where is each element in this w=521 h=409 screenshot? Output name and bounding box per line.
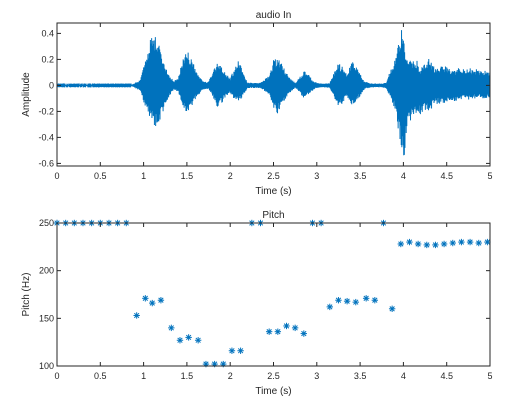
pitch-point	[157, 297, 165, 304]
x-tick-label: 3.5	[354, 371, 367, 381]
pitch-point	[352, 298, 359, 306]
x-tick-label: 3	[314, 371, 319, 381]
pitch-point	[291, 324, 299, 332]
y-axis-label: Pitch (Hz)	[21, 273, 32, 317]
x-tick-label: 3	[314, 171, 319, 181]
pitch-point	[343, 297, 351, 305]
pitch-point	[423, 241, 430, 249]
y-tick-label: -0.2	[38, 106, 54, 116]
chart-title: audio In	[256, 10, 292, 21]
pitch-point	[335, 297, 342, 304]
y-tick-label: -0.6	[38, 158, 54, 168]
pitch-point	[133, 312, 140, 319]
pitch-point	[142, 295, 149, 302]
y-tick-label: 200	[39, 266, 54, 276]
y-tick-label: 250	[39, 218, 54, 228]
pitch-point	[265, 328, 273, 335]
pitch-point	[274, 328, 282, 335]
pitch-point	[458, 238, 465, 246]
pitch-point	[371, 297, 379, 304]
y-tick-label: -0.4	[38, 132, 54, 142]
y-tick-label: 150	[39, 313, 54, 323]
y-tick-label: 0.2	[41, 54, 54, 64]
pitch-point	[397, 240, 405, 248]
pitch-point	[168, 324, 175, 332]
x-tick-label: 0.5	[94, 371, 107, 381]
x-tick-label: 0.5	[94, 171, 107, 181]
x-tick-label: 3.5	[354, 171, 367, 181]
audio-in-chart: 0 0.5 1 1.5 2 2.5 3 3.5 4 4.5 5 -0.6 -0.4 -0.2 0 0.2 0.4…	[21, 10, 493, 197]
x-tick-label: 4.5	[440, 371, 453, 381]
audio-waveform-line	[56, 30, 491, 156]
chart-title: Pitch	[262, 210, 284, 221]
pitch-point	[194, 337, 202, 344]
x-tick-label: 1.5	[181, 171, 194, 181]
y-tick-label: 0	[49, 80, 54, 90]
y-tick-label: 0.4	[41, 28, 54, 38]
y-axis-label: Amplitude	[21, 72, 32, 117]
pitch-point	[362, 295, 370, 302]
x-tick-label: 2	[228, 171, 233, 181]
pitch-point	[185, 334, 192, 341]
pitch-point	[440, 240, 448, 248]
x-tick-label: 5	[487, 371, 492, 381]
pitch-chart: 0 0.5 1 1.5 2 2.5 3 3.5 4 4.5 5 100 150 200 250 Pitch Ti…	[21, 210, 493, 397]
pitch-point	[484, 238, 491, 246]
x-axis-label: Time (s)	[255, 186, 291, 197]
x-tick-label: 2	[228, 371, 233, 381]
pitch-point	[237, 347, 244, 354]
pitch-point	[228, 347, 236, 354]
x-tick-label: 1.5	[181, 371, 194, 381]
x-tick-label: 0	[54, 371, 59, 381]
pitch-point	[475, 239, 482, 247]
pitch-point	[406, 238, 413, 246]
y-tick-label: 100	[39, 361, 54, 371]
pitch-point	[176, 337, 184, 344]
x-tick-label: 1	[141, 371, 146, 381]
pitch-point	[432, 241, 439, 249]
pitch-point	[149, 299, 156, 307]
pitch-point	[414, 240, 422, 248]
x-axis-label: Time (s)	[255, 386, 291, 397]
x-tick-label: 4	[401, 171, 406, 181]
x-tick-label: 4.5	[440, 171, 453, 181]
pitch-point	[388, 305, 396, 312]
pitch-point	[466, 238, 474, 246]
x-tick-label: 4	[401, 371, 406, 381]
x-tick-label: 2.5	[267, 371, 280, 381]
pitch-point	[326, 303, 333, 311]
x-tick-label: 5	[487, 171, 492, 181]
pitch-point	[300, 330, 308, 337]
x-tick-label: 1	[141, 171, 146, 181]
x-tick-label: 2.5	[267, 171, 280, 181]
x-tick-label: 0	[54, 171, 59, 181]
pitch-point	[449, 239, 456, 247]
pitch-point	[283, 322, 290, 330]
